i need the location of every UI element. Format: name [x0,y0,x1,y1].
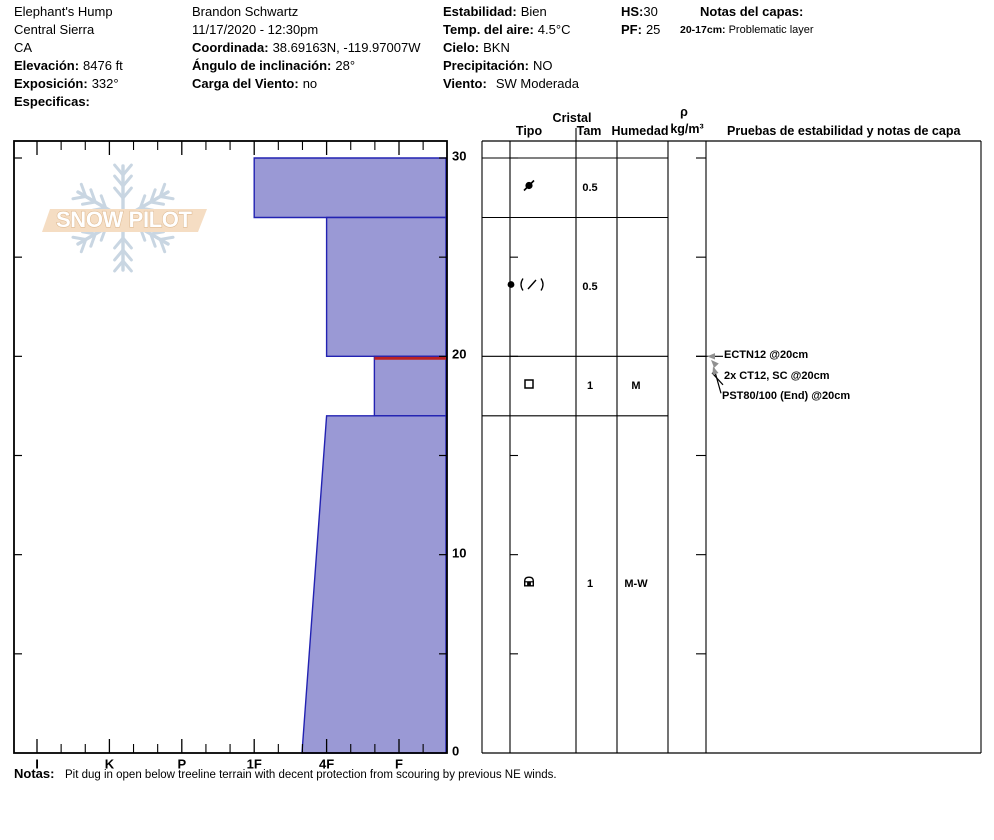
watermark-snowflake-twig [121,248,133,262]
layer-notes-block: Notas del capas: 20-17cm: Problematic la… [680,3,814,39]
watermark-snowflake-twig [80,230,97,236]
site-info-block: Elephant's Hump Central Sierra CA Elevac… [14,3,123,111]
test-arrowhead-icon [711,359,719,368]
pf-total: PF: 25 [621,22,661,37]
watermark-snowflake-twig [158,235,175,241]
precipitation: Precipitación: NO [443,58,553,73]
watermark-snowflake-twig [149,188,157,204]
coordinates: Coordinada: 38.69163N, -119.97007W [192,40,421,55]
watermark-snowflake-twig [149,232,157,248]
watermark-snowflake-twig [149,230,166,236]
watermark-snowflake-twig [71,195,88,201]
observer-info-block: Brandon Schwartz 11/17/2020 - 12:30pm Co… [192,3,420,93]
watermark-snowflake-twig [121,163,133,177]
snow-layer-bar-0 [253,157,447,219]
site-region: Central Sierra [14,22,95,37]
site-specifics: Especificas: [14,94,90,109]
snow-layer-bar-1 [325,216,447,358]
conditions-block: Estabilidad: Bien Temp. del aire: 4.5°C Ci… [443,3,579,93]
wind: Viento: SW Moderada [443,76,579,91]
watermark-snowflake-twig [113,186,125,200]
layer-notes-title: Notas del capas: [700,4,804,19]
watermark-snowflake-twig [158,238,167,254]
watermark-snowflake-twig [89,232,97,248]
observation-datetime: 11/17/2020 - 12:30pm [192,22,319,37]
hs-total: HS:30 [621,4,658,19]
watermark-snowflake-twig [113,248,125,262]
snow-layer-bar-2 [373,355,447,417]
watermark-snowflake-twig [113,163,125,177]
snow-layer-bar-3 [301,415,447,754]
watermark-snowflake-twig [89,188,97,204]
site-elevation: Elevación: 8476 ft [14,58,123,73]
observer-name: Brandon Schwartz [192,4,299,19]
watermark-snowflake-twig [158,195,175,201]
totals-block: HS:30 PF: 25 [621,3,660,39]
watermark-snowflake-twig [121,174,133,188]
watermark-snowflake-twig [113,236,125,250]
watermark-snowflake-twig [113,259,125,273]
watermark-snowflake-twig [113,174,125,188]
watermark-banner [42,209,207,232]
watermark-snowflake-twig [121,236,133,250]
test-arrowhead-icon [707,353,715,360]
watermark-snowflake-twig [158,182,167,198]
watermark-snowflake-twig [149,200,166,206]
snowpilot-watermark-text: SNOW PILOT [56,207,194,232]
site-name: Elephant's Hump [14,4,113,19]
sky-cover: Cielo: BKN [443,40,510,55]
slope-angle: Ángulo de inclinación: 28° [192,58,356,73]
watermark-snowflake-twig [80,200,97,206]
air-temp: Temp. del aire: 4.5°C [443,22,571,37]
watermark-snowflake-twig [121,259,133,273]
watermark-snowflake-twig [138,194,147,210]
watermark-snowflake-twig [99,194,108,210]
watermark-snowflake-twig [79,238,88,254]
watermark-snowflake-twig [71,235,88,241]
wind-loading: Carga del Viento: no [192,76,318,91]
test-arrowhead-icon [712,366,719,375]
watermark-snowflake-twig [121,186,133,200]
site-state: CA [14,40,33,55]
site-aspect: Exposición: 332° [14,76,119,91]
stability: Estabilidad: Bien [443,4,547,19]
watermark-snowflake-twig [79,182,88,198]
layer-note-item: 20-17cm: Problematic layer [680,24,814,36]
